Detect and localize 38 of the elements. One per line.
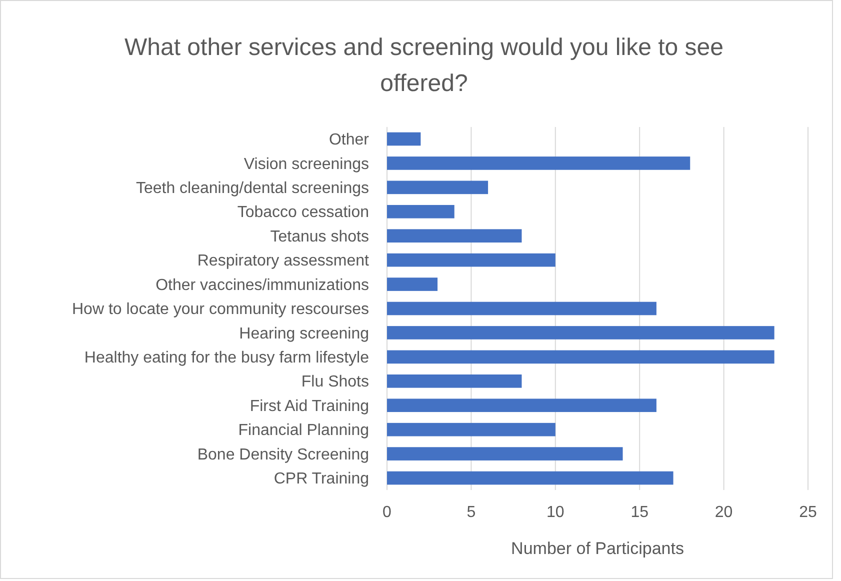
bar: [387, 156, 690, 170]
y-tick-label: Vision screenings: [244, 156, 369, 173]
x-axis-title: Number of Participants: [511, 539, 684, 558]
bar: [387, 229, 522, 243]
x-tick-label: 15: [630, 504, 649, 521]
x-tick-label: 10: [546, 504, 564, 521]
y-tick-label: Other vaccines/immunizations: [156, 276, 369, 294]
bar: [387, 422, 556, 436]
bar: [387, 326, 774, 340]
bar: [387, 447, 623, 460]
bar: [387, 350, 774, 364]
y-tick-label: Financial Planning: [238, 422, 369, 440]
y-tick-label: Tetanus shots: [270, 228, 369, 246]
y-tick-label: CPR Training: [274, 470, 369, 488]
y-tick-label: Respiratory assessment: [197, 252, 370, 270]
x-tick-label: 25: [799, 504, 817, 521]
chart-title: What other services and screening would you like to see offered?: [124, 34, 724, 97]
y-tick-label: How to locate your community rescourses: [72, 301, 369, 318]
bar: [387, 132, 421, 146]
y-tick-label: Teeth cleaning/dental screenings: [136, 180, 369, 198]
y-tick-label: Healthy eating for the busy farm lifestyle: [84, 350, 370, 367]
bar: [387, 374, 522, 388]
x-tick-label: 5: [466, 504, 476, 521]
bar: [387, 278, 438, 291]
y-tick-label: Other: [328, 132, 370, 149]
y-tick-label: Hearing screening: [239, 325, 369, 342]
y-tick-label: Bone Density Screening: [197, 446, 369, 464]
bar: [387, 302, 656, 316]
bar: [387, 398, 656, 412]
y-tick-label: Tobacco cessation: [237, 204, 369, 222]
x-tick-label: 20: [714, 504, 733, 521]
bar: [387, 471, 674, 485]
bar: [387, 253, 556, 267]
y-tick-label: First Aid Training: [250, 398, 369, 415]
y-tick-label: Flu Shots: [301, 374, 369, 391]
bar: [387, 180, 488, 194]
x-tick-label: 0: [382, 504, 392, 521]
bar: [387, 204, 454, 218]
